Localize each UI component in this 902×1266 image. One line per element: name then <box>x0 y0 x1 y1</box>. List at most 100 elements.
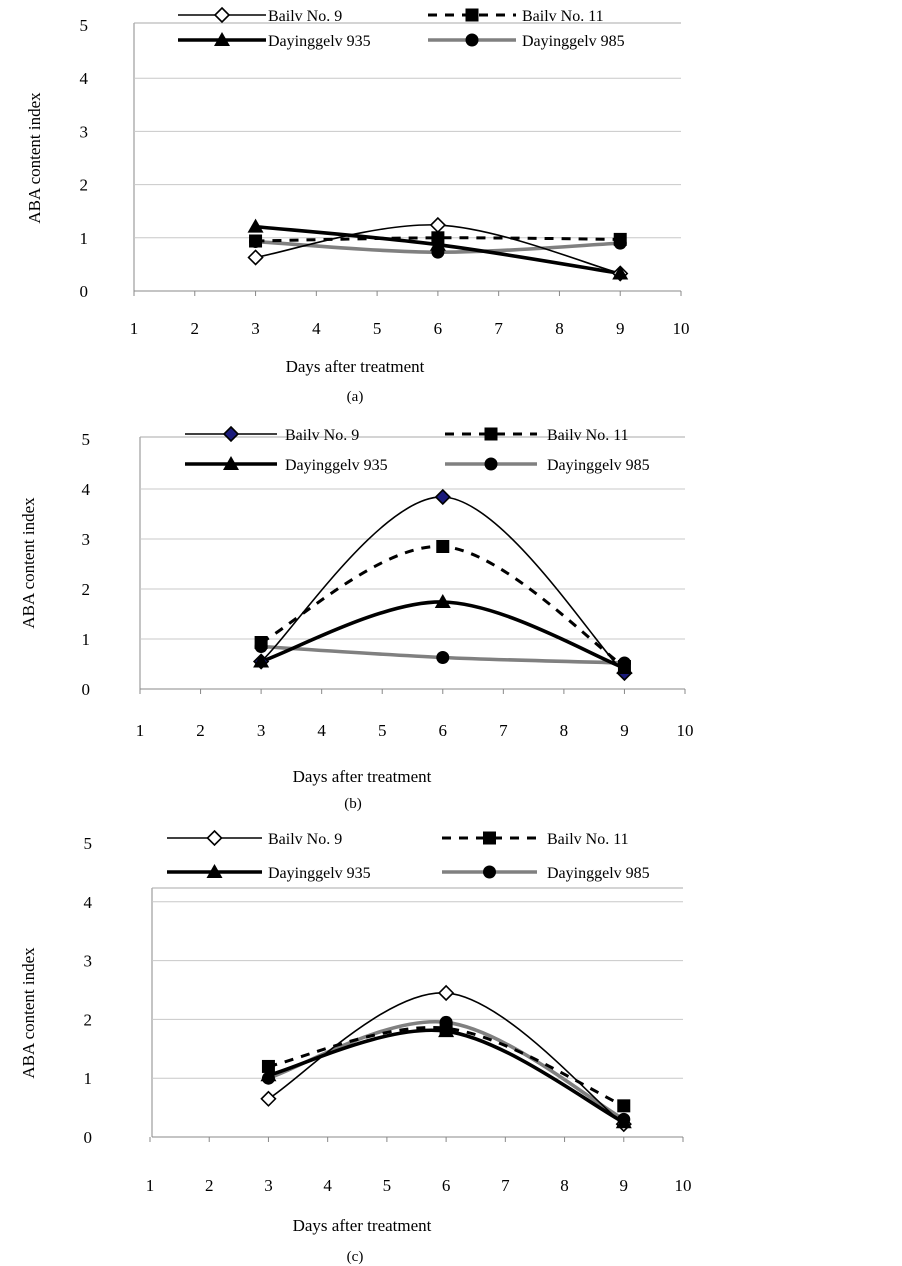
legend-marker <box>206 864 223 878</box>
data-point-dayinggelv-985 <box>436 651 450 664</box>
y-tick-label: 4 <box>84 893 93 912</box>
x-tick-label: 1 <box>130 319 139 338</box>
data-point-dayinggelv-935 <box>612 265 629 280</box>
legend-marker <box>206 829 223 847</box>
data-point-dayinggelv-935 <box>615 1114 632 1129</box>
y-tick-label: 0 <box>80 282 89 301</box>
x-tick-label: 10 <box>675 1176 692 1195</box>
x-tick-label: 4 <box>312 319 321 338</box>
data-point-bailv-no-11 <box>613 232 627 246</box>
x-tick-label: 3 <box>251 319 260 338</box>
legend-label: Bailv No. 9 <box>268 831 342 848</box>
x-tick-label: 9 <box>620 721 629 740</box>
y-tick-label: 1 <box>82 630 91 649</box>
x-tick-label: 6 <box>439 721 448 740</box>
y-tick-label: 0 <box>84 1128 93 1147</box>
data-point-bailv-no-9 <box>434 488 451 506</box>
series-line-bailv-no-11 <box>268 1025 625 1108</box>
y-tick-label: 3 <box>80 122 89 141</box>
legend-marker <box>213 6 231 24</box>
data-point-bailv-no-11 <box>254 636 268 649</box>
x-tick-label: 10 <box>673 319 690 338</box>
x-tick-label: 2 <box>205 1176 214 1195</box>
chart-panel-2: 0 1 2 3 4 5 1 2 3 4 5 6 7 8 9 10 ABA content index Days a… <box>19 425 694 812</box>
data-point-bailv-no-9 <box>429 216 447 234</box>
data-point-bailv-no-11 <box>249 234 263 248</box>
x-tick-label: 5 <box>378 721 387 740</box>
x-tick-label: 10 <box>677 721 694 740</box>
y-axis-label: ABA content index <box>19 947 38 1079</box>
x-tick-label: 7 <box>501 1176 510 1195</box>
legend-label: Bailv No. 11 <box>522 8 604 25</box>
data-point-bailv-no-11 <box>261 1059 275 1073</box>
series-line-dayinggelv-935 <box>268 1028 625 1124</box>
x-tick-label: 8 <box>560 1176 569 1195</box>
legend-marker <box>465 33 479 47</box>
series-line-bailv-no-9 <box>260 496 626 674</box>
x-tick-label: 7 <box>499 721 508 740</box>
legend-marker <box>222 425 240 443</box>
series-line-bailv-no-9 <box>268 992 625 1125</box>
x-tick-label: 5 <box>373 319 382 338</box>
legend-marker <box>214 32 230 46</box>
legend-marker <box>483 831 496 845</box>
y-tick-label: 2 <box>84 1010 93 1029</box>
y-tick-label: 1 <box>80 229 89 248</box>
x-tick-label: 5 <box>383 1176 392 1195</box>
y-tick-label: 5 <box>82 430 91 449</box>
x-tick-label: 6 <box>442 1176 451 1195</box>
x-axis-label: Days after treatment <box>286 357 425 376</box>
legend-label: Dayinggelv 935 <box>285 457 388 474</box>
y-tick-label: 5 <box>84 834 93 853</box>
data-point-dayinggelv-935 <box>247 218 264 233</box>
x-tick-label: 4 <box>323 1176 332 1195</box>
panel-caption: (c) <box>347 1249 364 1265</box>
x-tick-label: 7 <box>494 319 503 338</box>
chart-panel-1: 0 1 2 3 4 5 1 2 3 4 5 6 7 8 9 10 ABA content index Days a… <box>25 6 690 405</box>
y-tick-label: 5 <box>80 16 89 35</box>
legend-marker <box>484 427 498 441</box>
panel-caption: (b) <box>344 796 362 812</box>
y-tick-label: 1 <box>84 1069 93 1088</box>
x-tick-label: 4 <box>317 721 326 740</box>
legend-marker <box>465 8 479 22</box>
data-point-bailv-no-9 <box>247 249 264 266</box>
data-point-dayinggelv-935 <box>438 1023 455 1038</box>
data-point-dayinggelv-935 <box>253 653 270 668</box>
legend-label: Dayinggelv 935 <box>268 33 371 50</box>
y-tick-label: 4 <box>80 69 89 88</box>
legend-label: Dayinggelv 985 <box>547 457 650 474</box>
x-tick-label: 3 <box>257 721 266 740</box>
legend-marker <box>483 865 496 879</box>
x-tick-label: 9 <box>616 319 625 338</box>
legend-label: Bailv No. 9 <box>268 8 342 25</box>
y-tick-label: 2 <box>80 176 89 195</box>
y-tick-label: 4 <box>82 480 91 499</box>
y-tick-label: 3 <box>84 952 93 971</box>
data-point-dayinggelv-935 <box>260 1067 277 1082</box>
legend-label: Dayinggelv 985 <box>547 865 650 882</box>
data-point-dayinggelv-935 <box>616 660 633 674</box>
legend-marker <box>223 456 239 470</box>
x-tick-label: 8 <box>560 721 569 740</box>
x-axis-label: Days after treatment <box>293 767 432 786</box>
x-tick-label: 2 <box>191 319 200 338</box>
legend-label: Dayinggelv 935 <box>268 865 371 882</box>
x-tick-label: 8 <box>555 319 564 338</box>
data-point-bailv-no-11 <box>617 1099 631 1113</box>
data-point-bailv-no-11 <box>436 540 450 553</box>
legend-marker <box>484 457 498 471</box>
x-axis-label: Days after treatment <box>293 1216 432 1235</box>
data-point-dayinggelv-935 <box>429 236 446 251</box>
chart-panel-3: 0 1 2 3 4 5 1 2 3 4 5 6 7 8 9 10 ABA content index Days a… <box>19 829 692 1265</box>
legend-label: Bailv No. 11 <box>547 427 629 444</box>
y-tick-label: 0 <box>82 680 91 699</box>
x-tick-label: 2 <box>196 721 205 740</box>
y-tick-label: 3 <box>82 530 91 549</box>
y-tick-label: 2 <box>82 580 91 599</box>
legend-label: Bailv No. 11 <box>547 831 629 848</box>
x-tick-label: 6 <box>434 319 443 338</box>
panel-caption: (a) <box>347 389 364 405</box>
legend-label: Dayinggelv 985 <box>522 33 625 50</box>
